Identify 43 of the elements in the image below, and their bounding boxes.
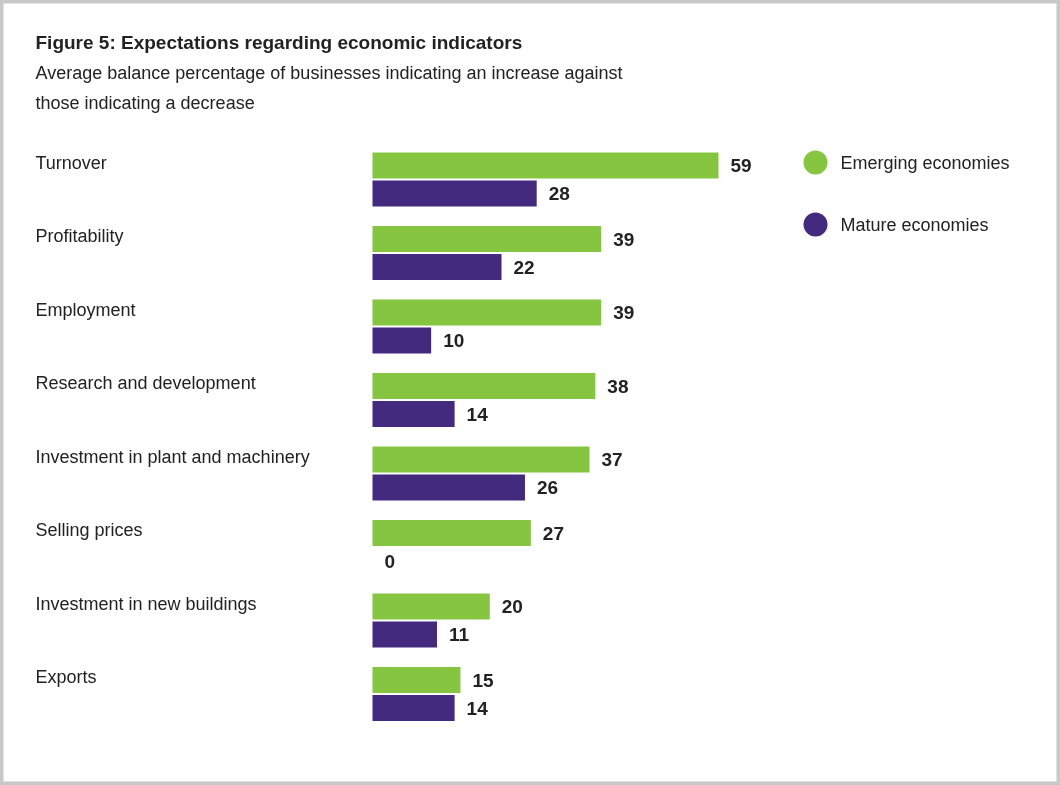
chart-subtitle: Average balance percentage of businesses indicating an increase against those indicating a decrease	[35, 62, 623, 113]
data-label: 14	[466, 697, 489, 719]
data-label: 37	[601, 449, 623, 470]
y-tick-label: Research and development	[35, 373, 256, 393]
data-label: 39	[613, 228, 635, 250]
bar	[372, 299, 602, 326]
data-label: 26	[536, 477, 559, 498]
bar	[372, 327, 432, 354]
bar	[372, 695, 455, 721]
legend-label: Mature economies	[840, 214, 989, 235]
data-label: 20	[501, 596, 523, 617]
bar	[372, 474, 525, 501]
legend-label: Emerging economies	[840, 152, 1010, 173]
bar	[372, 226, 602, 252]
data-label: 15	[472, 669, 495, 691]
data-label: 38	[607, 375, 629, 397]
y-tick-label: Selling prices	[35, 520, 143, 540]
y-tick-label: Investment in plant and machinery	[35, 446, 310, 467]
y-tick-label: Employment	[35, 299, 136, 320]
y-tick-label: Turnover	[35, 152, 107, 173]
data-label: 59	[730, 155, 752, 176]
bar	[372, 180, 537, 207]
data-label: 14	[466, 403, 489, 425]
chart-title: Figure 5: Expectations regarding economic indicators	[35, 32, 523, 53]
data-label: 27	[542, 522, 564, 544]
data-label: 22	[513, 256, 535, 278]
bar	[372, 401, 455, 427]
bar	[372, 254, 502, 280]
data-label: 28	[548, 183, 570, 204]
bar	[372, 667, 461, 693]
bar	[372, 621, 438, 648]
data-label: 11	[449, 624, 470, 645]
bar	[372, 152, 719, 179]
y-tick-label: Exports	[35, 667, 97, 687]
data-label: 0	[384, 550, 396, 572]
y-tick-label: Profitability	[35, 226, 124, 246]
data-label: 39	[613, 302, 635, 323]
bar	[372, 520, 531, 546]
bar	[372, 593, 490, 620]
bar	[372, 446, 590, 473]
bar	[372, 373, 596, 399]
y-tick-label: Investment in new buildings	[35, 593, 257, 614]
data-label: 10	[443, 330, 465, 351]
